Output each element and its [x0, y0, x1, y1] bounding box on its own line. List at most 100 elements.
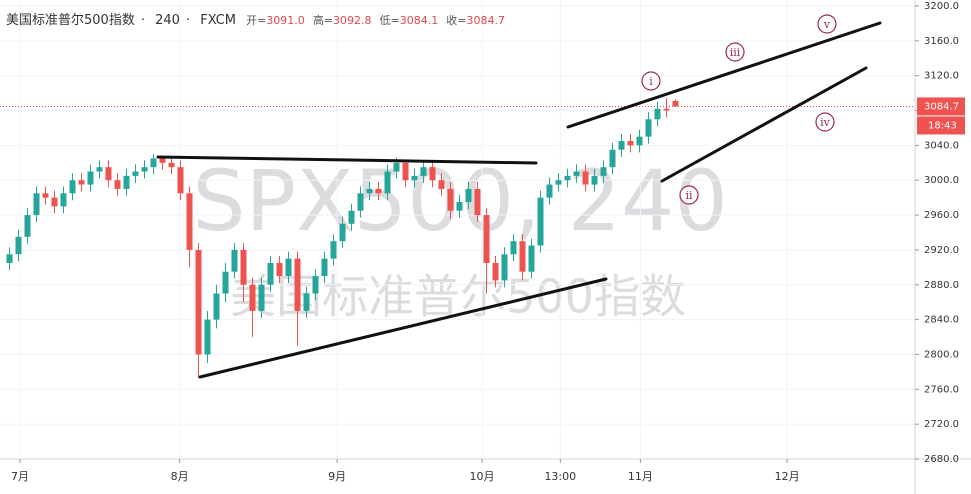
wave-circle [725, 42, 745, 62]
separator: · [140, 13, 145, 28]
candle-body [591, 175, 598, 185]
wave-label: ii [685, 189, 693, 202]
candle-body [627, 141, 634, 146]
x-tick-label: 9月 [328, 470, 346, 483]
candle-body [159, 158, 166, 163]
candle-body [285, 258, 292, 277]
candle-body [312, 276, 319, 294]
ohlc-label: 收= [446, 14, 467, 27]
countdown-box [917, 116, 965, 135]
candle-body [483, 215, 490, 263]
y-tick-label: 3120.0 [924, 71, 959, 82]
candle-body [276, 262, 283, 277]
candle-body [132, 171, 139, 176]
y-tick-label: 3160.0 [924, 36, 959, 47]
wave-label: v [823, 18, 831, 31]
candle-body [672, 100, 679, 107]
y-tick-label: 2840.0 [924, 315, 959, 326]
candle-body [204, 319, 211, 355]
wave-circle [817, 14, 837, 34]
countdown-label: 18:43 [928, 120, 957, 131]
ohlc-label: 低= [379, 14, 400, 27]
ohlc-label: 开= [246, 14, 267, 27]
last-price-label: 3084.7 [924, 101, 959, 112]
candle-body [582, 171, 589, 185]
ohlc-value: 3092.8 [333, 14, 372, 27]
candle-body [141, 167, 148, 172]
y-tick-label: 2760.0 [924, 384, 959, 395]
candle-body [15, 236, 22, 255]
candle-body [555, 180, 562, 185]
candle-body [564, 175, 571, 181]
candle-body [429, 167, 436, 181]
x-tick-label: 13:00 [544, 470, 576, 483]
symbol: 美国标准普尔500指数 [6, 13, 135, 28]
candle-body [402, 162, 409, 181]
candle-body [546, 184, 553, 198]
trendline [156, 155, 538, 165]
candle-body [456, 202, 463, 211]
trendline [660, 66, 868, 183]
candle-body [168, 162, 175, 168]
y-tick-label: 3040.0 [924, 140, 959, 151]
candle-body [330, 241, 337, 259]
candle-body [528, 245, 535, 272]
ohlc-value: 3091.0 [266, 14, 305, 27]
trendline [198, 277, 608, 379]
candle-body [618, 141, 625, 150]
wave-label: i [649, 75, 653, 88]
candle-body [186, 193, 193, 250]
y-tick-label: 3200.0 [924, 1, 959, 12]
candle-body [51, 197, 58, 207]
ohlc-value: 3084.1 [399, 14, 439, 27]
candle-body [60, 193, 67, 207]
trendline [566, 21, 882, 129]
candle-body [69, 180, 76, 194]
candle-body [105, 167, 112, 181]
candle-body [195, 249, 202, 355]
x-tick-label: 7月 [11, 470, 29, 483]
wave-circle [815, 112, 835, 132]
x-tick-label: 8月 [171, 470, 189, 483]
candle-body [267, 262, 274, 285]
candle-body [87, 171, 94, 185]
candle-body [114, 180, 121, 189]
candle-body [609, 149, 616, 168]
interval: 240 [155, 13, 180, 28]
y-tick-label: 2880.0 [924, 280, 959, 291]
candle-body [447, 188, 454, 211]
candle-body [150, 158, 157, 168]
candle-body [249, 284, 256, 311]
candle-body [294, 258, 301, 311]
candle-body [303, 293, 310, 311]
candle-body [501, 254, 508, 281]
last-price-box [917, 97, 965, 116]
candle-body [96, 167, 103, 172]
wave-circle [679, 185, 699, 205]
candle-body [519, 241, 526, 272]
candle-body [411, 175, 418, 181]
candle-body [393, 162, 400, 172]
candle-body [348, 210, 355, 224]
candle-body [6, 254, 13, 263]
ohlc-label: 高= [312, 14, 334, 27]
x-tick-label: 12月 [775, 470, 800, 483]
candle-body [663, 108, 670, 111]
candle-body [492, 262, 499, 281]
x-tick-label: 10月 [470, 470, 495, 483]
wave-circle [641, 71, 661, 91]
ohlc: 开=3091.0 高=3092.8 低=3084.1 收=3084.7 [246, 13, 513, 28]
candle-body [339, 223, 346, 242]
legend-header: 美国标准普尔500指数 · 240 · FXCM 开=3091.0 高=3092.8 低… [6, 9, 519, 28]
candle-body [24, 215, 31, 237]
candle-body [384, 171, 391, 194]
candle-body [177, 167, 184, 194]
candle-body [222, 271, 229, 294]
candle-body [636, 136, 643, 146]
x-tick-label: 11月 [628, 470, 653, 483]
ohlc-value: 3084.7 [466, 14, 505, 27]
y-tick-label: 2680.0 [924, 454, 959, 465]
y-tick-label: 3000.0 [924, 175, 959, 186]
y-tick-label: 2720.0 [924, 419, 959, 430]
